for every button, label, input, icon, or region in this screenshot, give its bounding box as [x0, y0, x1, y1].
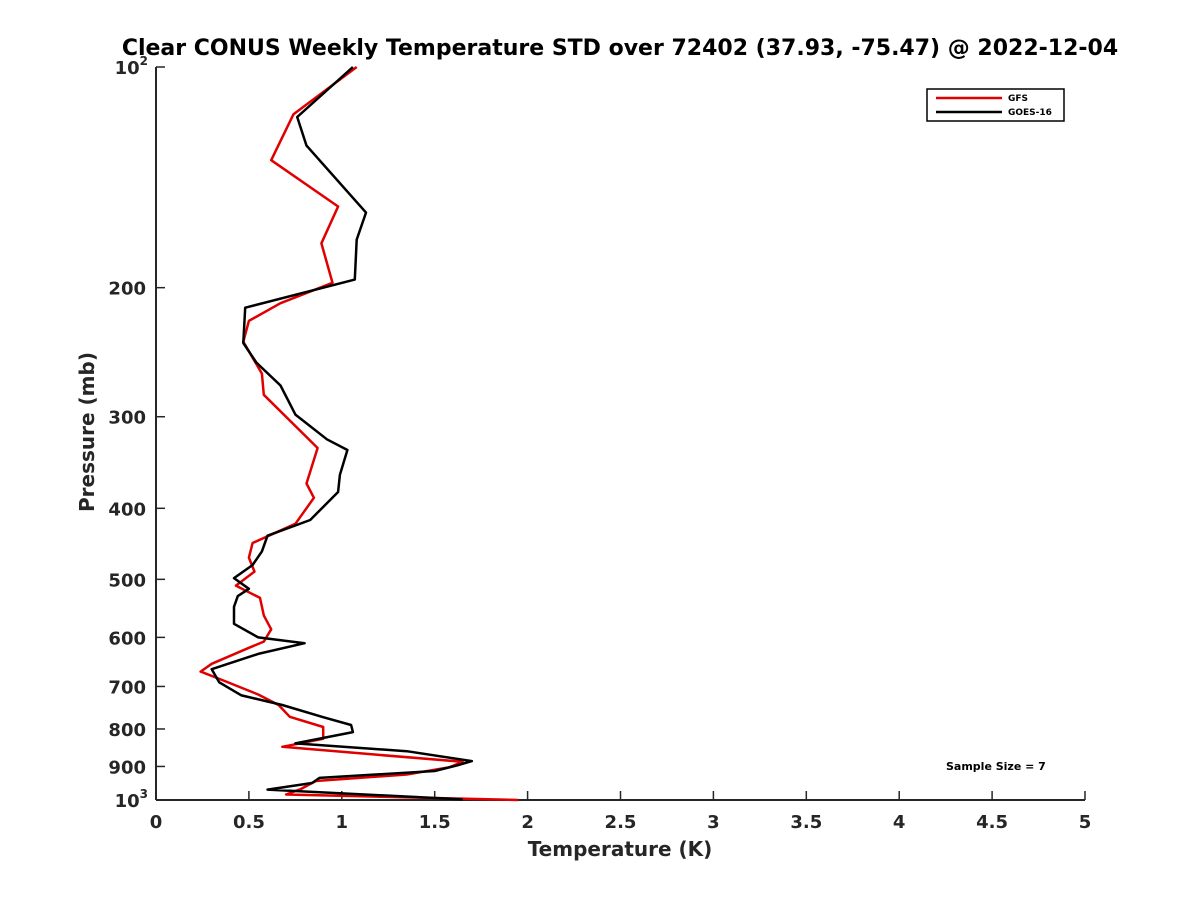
- x-axis-label: Temperature (K): [528, 837, 713, 861]
- x-tick-label: 4: [893, 812, 906, 833]
- legend-box: [926, 88, 1065, 122]
- y-tick-label: 500: [108, 570, 146, 591]
- y-tick-label: 800: [108, 720, 146, 741]
- y-tick-label: 200: [108, 279, 146, 300]
- y-tick-label: 700: [108, 677, 146, 698]
- x-tick-label: 5: [1079, 812, 1092, 833]
- sample-size-annotation: Sample Size = 7: [946, 760, 1046, 773]
- x-tick-label: 3.5: [790, 812, 822, 833]
- y-tick-label: 400: [108, 499, 146, 520]
- y-tick-label: 900: [108, 757, 146, 778]
- x-tick-label: 4.5: [976, 812, 1008, 833]
- legend: GFS GOES-16: [926, 88, 1065, 122]
- x-tick-label: 1.5: [419, 812, 451, 833]
- y-tick-label: 600: [108, 628, 146, 649]
- x-tick-label: 0: [150, 812, 163, 833]
- y-tick-label: 300: [108, 408, 146, 429]
- x-tick-label: 1: [336, 812, 349, 833]
- legend-gfs-label: GFS: [1008, 94, 1028, 104]
- x-tick-label: 2.5: [605, 812, 637, 833]
- chart-title: Clear CONUS Weekly Temperature STD over …: [122, 36, 1118, 61]
- y-axis-label: Pressure (mb): [75, 352, 99, 512]
- x-tick-label: 2: [521, 812, 534, 833]
- series-line-goes16: [210, 66, 474, 801]
- x-tick-label: 0.5: [233, 812, 265, 833]
- x-tick-label: 3: [707, 812, 720, 833]
- legend-goes16-label: GOES-16: [1008, 108, 1052, 118]
- series-line-gfs: [199, 65, 519, 802]
